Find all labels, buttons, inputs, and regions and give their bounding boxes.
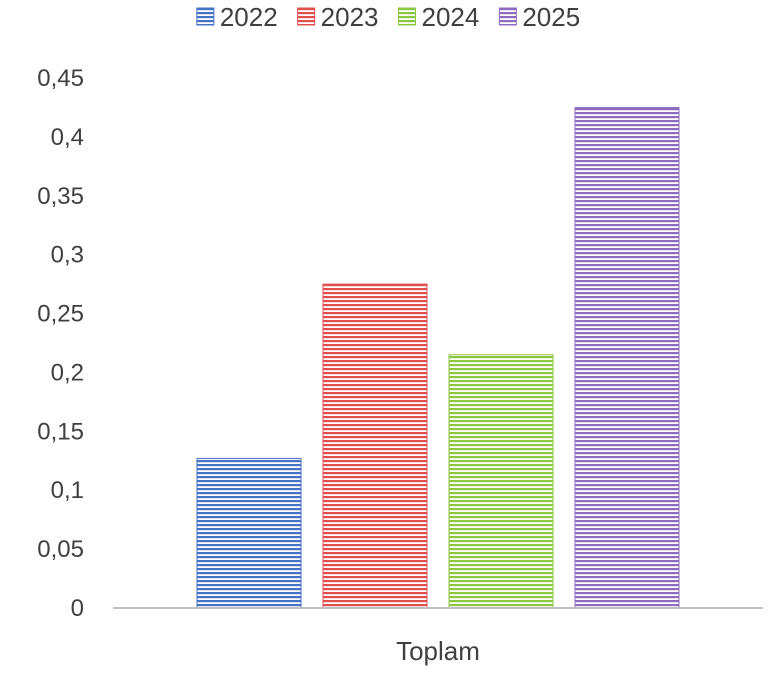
y-tick-label: 0,3 bbox=[51, 242, 84, 269]
legend-swatch bbox=[196, 7, 215, 26]
legend-item-2025: 2025 bbox=[498, 2, 580, 32]
y-tick-label: 0,4 bbox=[51, 124, 84, 151]
y-tick-label: 0,25 bbox=[37, 301, 84, 328]
legend-swatch bbox=[398, 7, 416, 26]
legend-item-2022: 2022 bbox=[196, 2, 278, 32]
legend: 2022 2023 2024 2025 bbox=[196, 2, 580, 32]
legend-item-2023: 2023 bbox=[297, 2, 379, 32]
y-tick-label: 0 bbox=[71, 595, 84, 622]
y-tick-label: 0,2 bbox=[51, 359, 84, 386]
legend-label: 2022 bbox=[220, 2, 278, 32]
y-tick-label: 0,35 bbox=[37, 183, 84, 210]
bar-2023 bbox=[322, 283, 428, 609]
y-tick-label: 0,15 bbox=[37, 418, 84, 445]
y-tick-label: 0,05 bbox=[37, 536, 84, 563]
bar-2022 bbox=[196, 457, 302, 609]
bar-2025 bbox=[574, 106, 680, 609]
y-tick-label: 0,1 bbox=[51, 477, 84, 504]
legend-label: 2025 bbox=[522, 2, 580, 32]
bars bbox=[196, 106, 680, 609]
bar-2024 bbox=[448, 354, 554, 609]
legend-swatch bbox=[498, 7, 517, 26]
x-axis: Toplam bbox=[113, 607, 763, 666]
y-tick-label: 0,45 bbox=[37, 65, 84, 92]
legend-swatch bbox=[297, 7, 316, 26]
legend-label: 2024 bbox=[422, 2, 480, 32]
legend-item-2024: 2024 bbox=[398, 2, 480, 32]
legend-label: 2023 bbox=[321, 2, 379, 32]
y-axis: 0 0,05 0,1 0,15 0,2 0,25 0,3 0,35 0,4 0,45 bbox=[37, 65, 84, 622]
x-category-label: Toplam bbox=[396, 636, 480, 666]
